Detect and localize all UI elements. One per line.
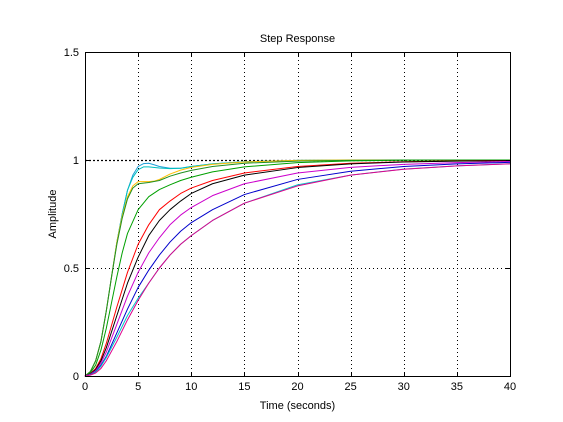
y-tick-label: 0 <box>73 371 79 383</box>
x-tick-label: 0 <box>82 381 88 393</box>
plot-area <box>85 52 510 376</box>
series-line-6 <box>84 159 511 377</box>
x-tick-label: 25 <box>345 381 357 393</box>
series-line-11 <box>84 163 511 377</box>
y-tick-label: 1 <box>73 155 79 167</box>
tick-label-layer: 0 5 10 15 20 25 30 35 40 0 0.5 1 1.5 <box>64 47 516 393</box>
y-tick-label: 1.5 <box>64 47 79 59</box>
series-line-9 <box>84 161 511 377</box>
series-line-8 <box>84 161 511 377</box>
x-tick-label: 20 <box>291 381 303 393</box>
x-tick-label: 15 <box>238 381 250 393</box>
y-axis-title: Amplitude <box>47 190 59 239</box>
x-tick-label: 30 <box>398 381 410 393</box>
series-line-5 <box>84 159 511 377</box>
tick-layer <box>85 52 511 377</box>
series-layer <box>84 159 511 377</box>
x-tick-label: 10 <box>185 381 197 393</box>
x-tick-label: 35 <box>451 381 463 393</box>
x-axis-title: Time (seconds) <box>260 400 335 412</box>
x-tick-label: 40 <box>504 381 516 393</box>
series-line-7 <box>84 160 511 377</box>
y-tick-label: 0.5 <box>64 263 79 275</box>
chart-title: Step Response <box>260 33 335 45</box>
series-line-4 <box>84 159 511 377</box>
x-tick-label: 5 <box>135 381 141 393</box>
